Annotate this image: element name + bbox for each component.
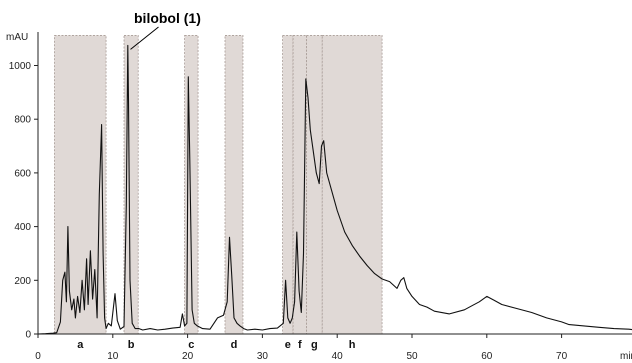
- fraction-label-g: g: [311, 339, 318, 351]
- fraction-band-g: [306, 35, 323, 335]
- x-tick-label-70: 70: [556, 351, 568, 362]
- callout-leader-line: [130, 26, 159, 50]
- fraction-label-b: b: [128, 339, 135, 351]
- fraction-label-h: h: [349, 339, 356, 351]
- x-tick-label-60: 60: [481, 351, 493, 362]
- x-axis-unit-label: min: [620, 351, 632, 362]
- x-tick-label-0: 0: [35, 351, 41, 362]
- fraction-label-c: c: [188, 339, 194, 351]
- fraction-label-f: f: [298, 339, 302, 351]
- axis-ticks: 0 10 20 30 40 50 60 70 0 200 400 600 800 1000: [9, 61, 568, 362]
- x-tick-label-50: 50: [406, 351, 418, 362]
- fraction-label-e: e: [285, 339, 291, 351]
- compound-callout-label: bilobol (1): [134, 10, 201, 26]
- chromatogram-trace: [37, 44, 632, 335]
- compound-callout: bilobol (1): [130, 10, 201, 50]
- fraction-label-d: d: [231, 339, 238, 351]
- fraction-label-a: a: [77, 339, 84, 351]
- y-tick-label-400: 400: [14, 222, 31, 233]
- x-tick-label-40: 40: [332, 351, 344, 362]
- y-tick-label-600: 600: [14, 168, 31, 179]
- y-tick-label-0: 0: [25, 330, 31, 341]
- fraction-band-h: [321, 35, 383, 335]
- axes: [37, 32, 632, 335]
- x-tick-label-30: 30: [257, 351, 269, 362]
- x-tick-label-10: 10: [107, 351, 119, 362]
- y-tick-label-1000: 1000: [9, 61, 32, 72]
- x-tick-label-20: 20: [182, 351, 194, 362]
- y-tick-label-800: 800: [14, 115, 31, 126]
- fraction-band-e: [282, 35, 294, 335]
- y-axis-unit-label: mAU: [6, 32, 28, 43]
- fraction-band-d: [224, 35, 244, 335]
- y-tick-label-200: 200: [14, 276, 31, 287]
